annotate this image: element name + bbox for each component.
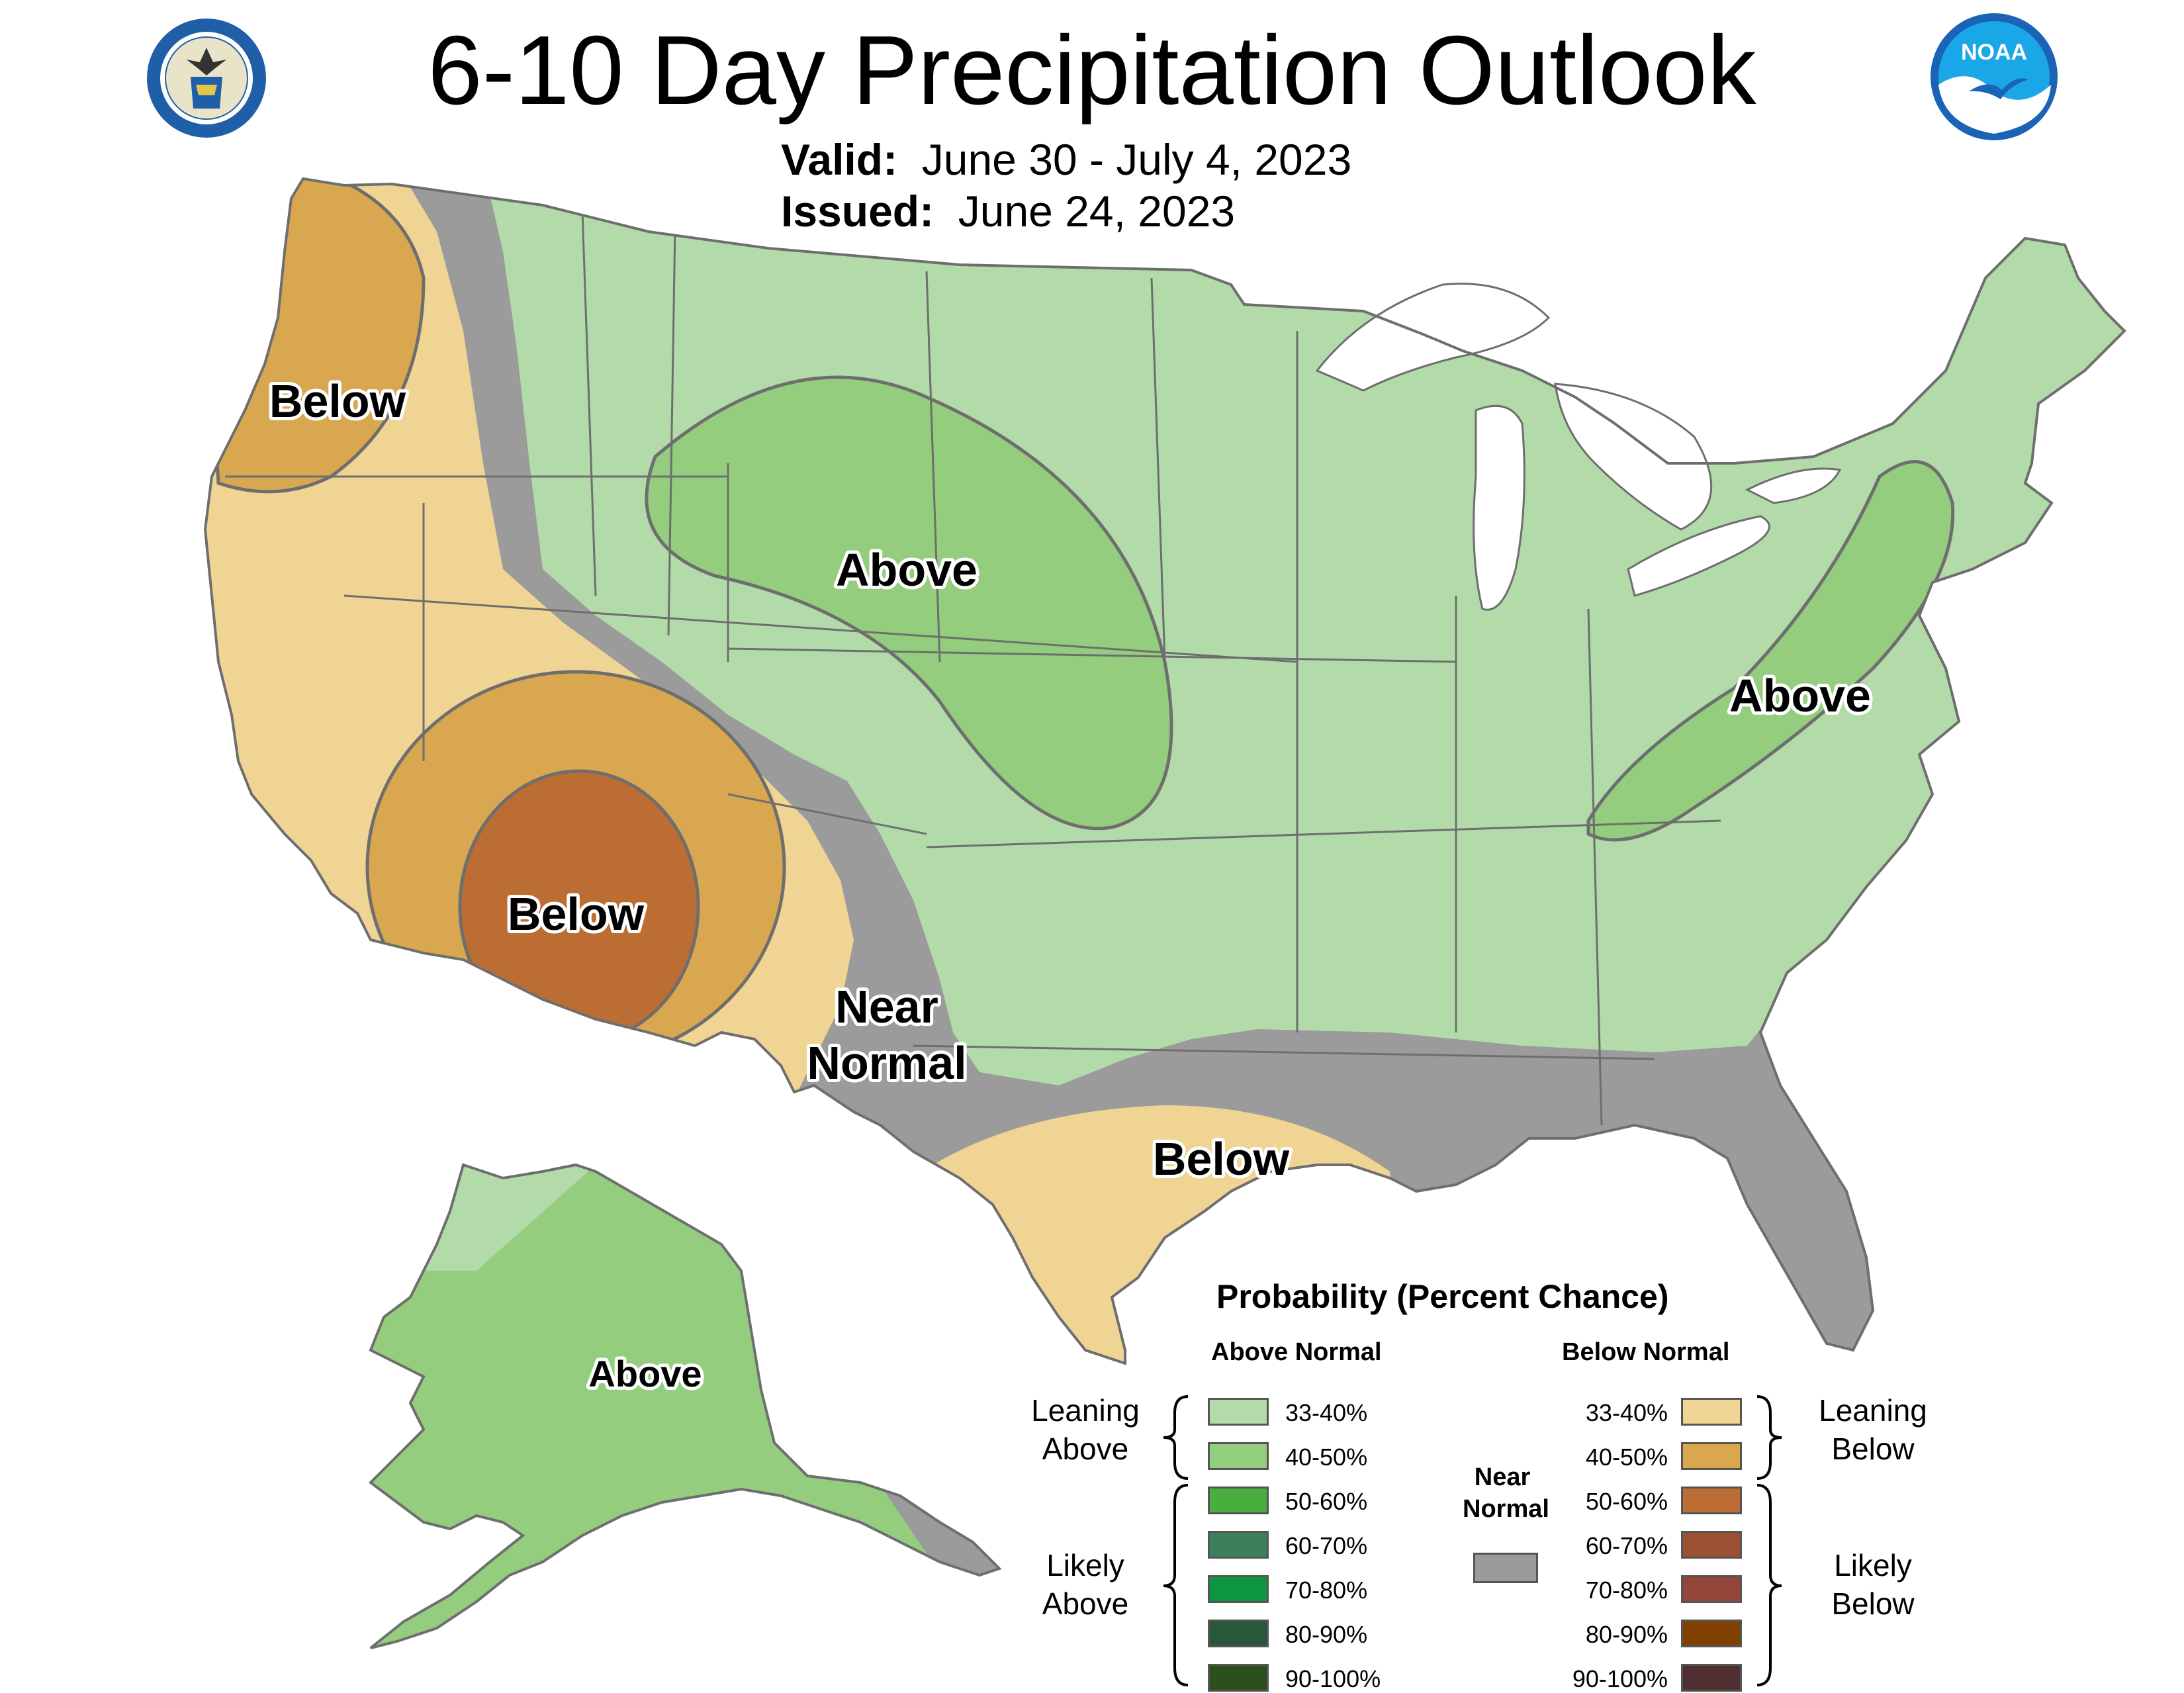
legend-below-swatch (1681, 1664, 1742, 1692)
legend-below-percent: 33-40% (1585, 1399, 1668, 1426)
legend-above-swatch (1208, 1620, 1269, 1647)
likely-above-line1: Likely (1046, 1548, 1124, 1582)
legend-above-swatch (1208, 1487, 1269, 1514)
legend-title: Probability (Percent Chance) (1216, 1278, 1669, 1315)
legend-above-header: Above Normal (1211, 1338, 1382, 1366)
legend-below-swatch (1681, 1531, 1742, 1559)
legend-below-percent: 50-60% (1585, 1488, 1668, 1515)
legend-above-percent: 80-90% (1285, 1621, 1368, 1648)
alaska-above-region (371, 1165, 999, 1648)
likely-above-line2: Above (1042, 1586, 1129, 1621)
legend-below-percent: 80-90% (1585, 1621, 1668, 1648)
likely-below-line1: Likely (1834, 1548, 1912, 1582)
above-40-50-plains (645, 375, 1173, 831)
label-southwest: Below (508, 888, 645, 940)
lake-huron (1554, 383, 1713, 531)
legend-below-header: Below Normal (1562, 1338, 1730, 1366)
label-northern-plains: Above (836, 544, 978, 596)
legend-near-normal-label: Near Normal (1463, 1461, 1549, 1525)
legend-above-percent: 70-80% (1285, 1577, 1368, 1604)
lake-michigan (1473, 404, 1525, 611)
legend-above-percent: 50-60% (1285, 1488, 1368, 1515)
likely-below-label: Likely Below (1800, 1546, 1946, 1623)
lake-ontario (1745, 467, 1842, 504)
legend-below-swatch (1681, 1620, 1742, 1647)
issued-value: June 24, 2023 (958, 187, 1236, 236)
valid-value: June 30 - July 4, 2023 (921, 135, 1352, 184)
legend-above-swatch (1208, 1442, 1269, 1470)
label-pacific-nw: Below (269, 375, 406, 427)
page-title: 6-10 Day Precipitation Outlook (428, 16, 1756, 125)
likely-above-label: Likely Above (1013, 1546, 1158, 1623)
legend-below-percent: 40-50% (1585, 1443, 1668, 1471)
svg-text:NOAA: NOAA (1961, 40, 2027, 65)
issued-label: Issued: (781, 187, 934, 236)
leaning-below-line1: Leaning (1819, 1393, 1927, 1428)
legend-below-percent: 70-80% (1585, 1577, 1668, 1604)
alaska-shading (371, 1165, 999, 1648)
legend-below-percent: 90-100% (1572, 1665, 1668, 1692)
legend-above-percent: 40-50% (1285, 1443, 1368, 1471)
legend-below-swatch (1681, 1442, 1742, 1470)
legend-above-swatch (1208, 1398, 1269, 1426)
legend-below-percent: 60-70% (1585, 1532, 1668, 1559)
lake-erie (1627, 515, 1770, 597)
legend-above-percent: 90-100% (1285, 1665, 1381, 1692)
leaning-above-line1: Leaning (1031, 1393, 1140, 1428)
label-alaska: Above (588, 1353, 702, 1395)
likely-below-line2: Below (1831, 1586, 1915, 1621)
state-borders (225, 211, 1721, 1126)
label-mid-atlantic: Above (1729, 670, 1871, 721)
alaska-lean-above-north (424, 1165, 596, 1271)
commerce-seal-logo (147, 19, 266, 138)
label-texas-coast: Below (1153, 1133, 1290, 1185)
label-near-normal-1: Near (835, 981, 938, 1032)
alaska-outline (368, 1163, 1002, 1649)
legend-below-swatch (1681, 1487, 1742, 1514)
conus-outline (203, 177, 2126, 1365)
legend-near-normal-swatch (1473, 1553, 1538, 1583)
above-40-50-mid-atlantic (1586, 460, 1955, 842)
legend-above-swatch (1208, 1575, 1269, 1603)
valid-label: Valid: (781, 135, 898, 184)
label-near-normal-2: Normal (807, 1037, 966, 1089)
leaning-below-line2: Below (1831, 1432, 1915, 1466)
leaning-above-label: Leaning Above (1013, 1391, 1158, 1468)
legend-above-swatch (1208, 1531, 1269, 1559)
legend-below-swatch (1681, 1398, 1742, 1426)
legend-below-swatch (1681, 1575, 1742, 1603)
noaa-logo: NOAA (1931, 13, 2058, 140)
legend-above-percent: 60-70% (1285, 1532, 1368, 1559)
legend-above-percent: 33-40% (1285, 1399, 1368, 1426)
near-label-line1: Near (1474, 1463, 1531, 1491)
valid-issued-block: Valid: June 30 - July 4, 2023 Issued: Ju… (781, 134, 1351, 237)
leaning-below-label: Leaning Below (1800, 1391, 1946, 1468)
near-label-line2: Normal (1463, 1495, 1549, 1523)
leaning-above-line2: Above (1042, 1432, 1129, 1466)
great-lakes (1315, 283, 1842, 611)
